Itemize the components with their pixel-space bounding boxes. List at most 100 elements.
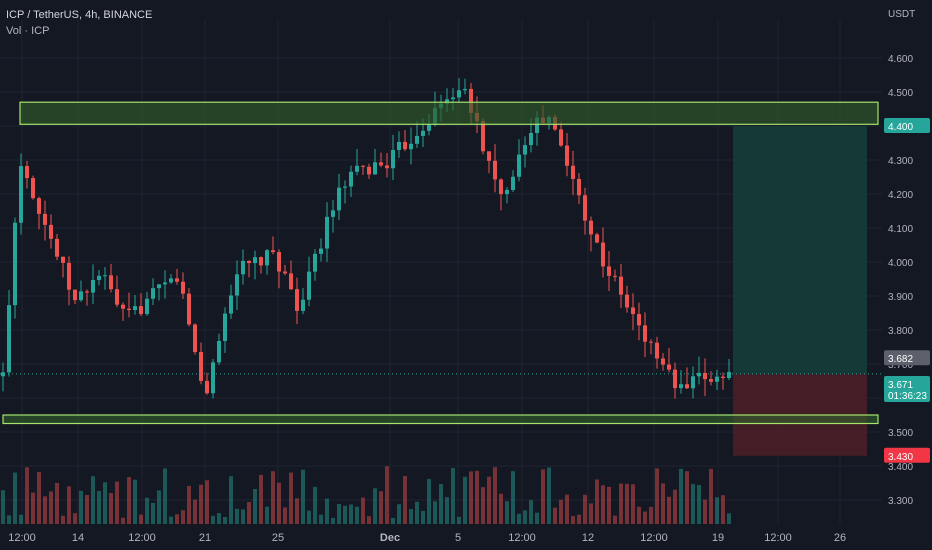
long-position-tool[interactable] (0, 126, 882, 456)
candle-body (355, 165, 359, 172)
candle-body (163, 282, 167, 285)
volume-bar (487, 476, 491, 524)
currency-label: USDT (888, 9, 916, 20)
candle-body (235, 274, 239, 296)
candle-body (481, 121, 485, 152)
candle-body (145, 298, 149, 315)
candle-body (193, 324, 197, 353)
x-tick-label: 5 (455, 532, 461, 544)
volume-bar (355, 506, 359, 524)
volume-bar (679, 468, 683, 524)
candle-body (97, 275, 101, 280)
y-tick-label: 3.700 (888, 360, 913, 371)
candle-body (265, 250, 269, 266)
candle-body (445, 99, 449, 104)
y-tick-label: 3.400 (888, 462, 913, 473)
volume-bar (631, 484, 635, 524)
candle-body (199, 352, 203, 381)
volume-bar (667, 496, 671, 524)
x-tick-label: 14 (72, 532, 84, 544)
candle-body (637, 314, 641, 326)
volume-bar (559, 499, 563, 524)
last-price-label: 3.671 (888, 380, 913, 391)
candle-body (523, 145, 527, 155)
volume-bar (493, 467, 497, 524)
volume-bar (229, 476, 233, 524)
volume-bar (13, 472, 17, 524)
candle-body (613, 275, 617, 277)
candle-body (337, 187, 341, 211)
candle-body (73, 289, 77, 301)
horizontal-zones[interactable] (2, 101, 879, 425)
candle-body (583, 195, 587, 221)
volume-bar (403, 476, 407, 524)
y-tick-label: 4.200 (888, 190, 913, 201)
candle-body (361, 165, 365, 167)
volume-bar (571, 516, 575, 524)
candle-body (115, 289, 119, 305)
x-tick-label: 21 (199, 532, 211, 544)
candle-body (367, 166, 371, 175)
volume-bar (529, 500, 533, 524)
candle-body (529, 132, 533, 146)
candle-body (253, 257, 257, 264)
volume-bar (589, 503, 593, 524)
candle-body (169, 278, 173, 283)
x-tick-label: 12 (582, 532, 594, 544)
candle-body (37, 198, 41, 214)
candle-body (157, 284, 161, 289)
volume-bar (433, 501, 437, 524)
volume-bar (577, 514, 581, 524)
volume-bar (283, 507, 287, 524)
candle-body (175, 278, 179, 282)
volume-bar (649, 506, 653, 524)
volume-bar (685, 471, 689, 524)
volume-bar (115, 481, 119, 524)
x-tick-label: 12:00 (640, 532, 668, 544)
volume-bar (463, 476, 467, 524)
volume-bar (67, 486, 71, 524)
volume-bar (193, 499, 197, 524)
candle-body (499, 179, 503, 195)
volume-bar (343, 505, 347, 524)
time-axis[interactable]: 12:00 14 12:00 21 25 Dec 5 12:00 12 12:00 19 12:00 2… (8, 532, 846, 544)
candle-body (259, 257, 263, 266)
volume-bar (49, 491, 53, 524)
previous-close-label-bg (884, 350, 930, 366)
candle-body (403, 141, 407, 150)
volume-bar (61, 515, 65, 524)
volume-bar (697, 485, 701, 524)
candle-body (85, 291, 89, 293)
volume-bar (175, 514, 179, 524)
candle-body (271, 250, 275, 253)
candle-body (79, 291, 83, 301)
volume-bar (55, 482, 59, 524)
volume-bar (469, 471, 473, 524)
volume-bar (313, 486, 317, 524)
last-price-label-countdown: 01:36:23 (888, 391, 927, 402)
candle-body (697, 372, 701, 377)
candle-body (325, 216, 329, 249)
candle-body (667, 364, 671, 370)
candle-body (379, 162, 383, 166)
candle-body (469, 88, 473, 113)
zone-resistance (19, 101, 879, 125)
candle-body (289, 273, 293, 290)
candle-body (55, 238, 59, 257)
volume-bar (19, 514, 23, 524)
volume-bar (409, 509, 413, 524)
volume-bar (535, 512, 539, 524)
y-tick-label: 4.100 (888, 224, 913, 235)
volume-bar (385, 466, 389, 524)
grid (0, 20, 882, 524)
candle-body (139, 306, 143, 315)
candle-body (25, 166, 29, 179)
candle-body (601, 242, 605, 267)
candle-body (91, 279, 95, 293)
candle-body (241, 260, 245, 275)
candle-body (565, 145, 569, 166)
candle-body (589, 220, 593, 235)
volume-bar (613, 515, 617, 524)
y-tick-label: 4.300 (888, 156, 913, 167)
